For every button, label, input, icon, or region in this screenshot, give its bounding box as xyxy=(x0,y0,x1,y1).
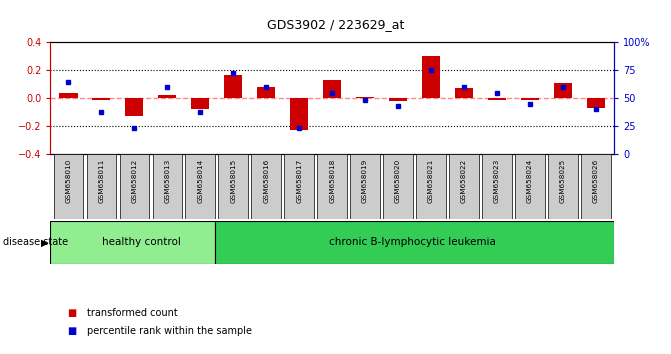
Bar xyxy=(521,98,539,99)
Text: GSM658019: GSM658019 xyxy=(362,159,368,204)
Bar xyxy=(488,98,506,99)
Text: GSM658018: GSM658018 xyxy=(329,159,335,204)
Bar xyxy=(215,221,614,264)
Bar xyxy=(554,83,572,98)
Bar xyxy=(119,154,149,219)
Bar xyxy=(252,154,281,219)
Text: GSM658010: GSM658010 xyxy=(66,159,71,204)
Bar xyxy=(389,98,407,101)
Text: GSM658015: GSM658015 xyxy=(230,159,236,204)
Text: GSM658016: GSM658016 xyxy=(263,159,269,204)
Bar xyxy=(285,154,314,219)
Bar xyxy=(54,154,83,219)
Bar xyxy=(224,75,242,98)
Text: disease state: disease state xyxy=(3,238,68,247)
Bar xyxy=(125,98,144,116)
Text: transformed count: transformed count xyxy=(87,308,178,318)
Text: GSM658022: GSM658022 xyxy=(461,159,467,204)
Text: GSM658026: GSM658026 xyxy=(593,159,599,204)
Text: GSM658017: GSM658017 xyxy=(296,159,302,204)
Text: GSM658020: GSM658020 xyxy=(395,159,401,204)
Bar xyxy=(586,98,605,108)
Bar xyxy=(93,98,111,99)
Bar xyxy=(219,154,248,219)
Bar xyxy=(422,56,440,98)
Text: ■: ■ xyxy=(67,308,76,318)
Bar xyxy=(455,88,473,98)
Text: ▶: ▶ xyxy=(41,238,49,247)
Bar xyxy=(290,98,308,130)
Bar xyxy=(548,154,578,219)
Text: percentile rank within the sample: percentile rank within the sample xyxy=(87,326,252,336)
Text: healthy control: healthy control xyxy=(103,238,181,247)
Text: GSM658021: GSM658021 xyxy=(428,159,434,204)
Bar xyxy=(350,154,380,219)
Text: chronic B-lymphocytic leukemia: chronic B-lymphocytic leukemia xyxy=(329,238,497,247)
Text: GSM658023: GSM658023 xyxy=(494,159,500,204)
Bar xyxy=(356,97,374,98)
Bar xyxy=(158,96,176,98)
Text: GSM658011: GSM658011 xyxy=(99,159,105,204)
Bar xyxy=(191,98,209,109)
Text: GSM658024: GSM658024 xyxy=(527,159,533,204)
Bar xyxy=(482,154,512,219)
Bar xyxy=(60,93,78,98)
Bar xyxy=(50,221,215,264)
Bar xyxy=(317,154,347,219)
Text: ■: ■ xyxy=(67,326,76,336)
Text: GSM658013: GSM658013 xyxy=(164,159,170,204)
Text: GSM658014: GSM658014 xyxy=(197,159,203,204)
Bar xyxy=(257,87,275,98)
Bar xyxy=(515,154,545,219)
Bar xyxy=(383,154,413,219)
Bar xyxy=(152,154,182,219)
Bar xyxy=(87,154,116,219)
Bar xyxy=(416,154,446,219)
Text: GSM658012: GSM658012 xyxy=(132,159,138,204)
Bar xyxy=(449,154,479,219)
Text: GSM658025: GSM658025 xyxy=(560,159,566,204)
Bar xyxy=(185,154,215,219)
Bar xyxy=(323,80,342,98)
Bar xyxy=(581,154,611,219)
Text: GDS3902 / 223629_at: GDS3902 / 223629_at xyxy=(267,18,404,31)
